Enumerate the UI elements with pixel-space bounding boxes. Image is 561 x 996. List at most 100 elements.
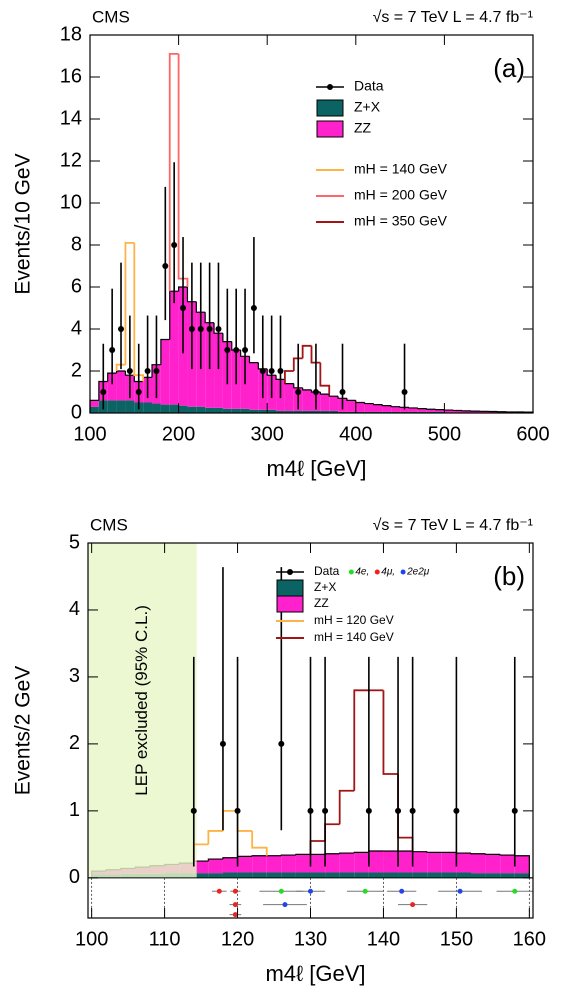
stack-bar bbox=[456, 853, 471, 873]
data-point bbox=[190, 807, 197, 814]
data-point bbox=[144, 368, 151, 374]
stack-bar bbox=[160, 404, 170, 413]
stack-outline bbox=[381, 404, 392, 407]
x-tick-label: 600 bbox=[516, 423, 549, 445]
x-tick-label: 110 bbox=[149, 928, 181, 950]
stack-bar bbox=[339, 872, 355, 878]
stack-bar bbox=[249, 409, 259, 413]
event-point bbox=[232, 912, 238, 918]
stack-bar bbox=[354, 852, 369, 873]
signal-line bbox=[310, 345, 321, 364]
data-point bbox=[162, 263, 169, 269]
panel-label: (b) bbox=[493, 561, 525, 591]
stack-bar bbox=[90, 406, 99, 413]
stack-bar bbox=[383, 851, 399, 873]
stack-bar bbox=[249, 362, 259, 410]
data-point bbox=[511, 807, 518, 814]
panel: CMS √s = 7 TeV L = 4.7 fb⁻¹ m4ℓ [GeV] Event… bbox=[12, 515, 546, 985]
stack-outline bbox=[499, 854, 515, 856]
panel: CMS √s = 7 TeV L = 4.7 fb⁻¹ m4ℓ [GeV] Event… bbox=[12, 7, 550, 480]
signal-line bbox=[382, 690, 399, 775]
stack-outline bbox=[207, 858, 223, 862]
stack-bar bbox=[267, 409, 277, 413]
y-axis-label: Events/10 GeV bbox=[12, 153, 35, 294]
y-tick-label: 1 bbox=[69, 799, 80, 821]
legend-swatch bbox=[316, 99, 344, 117]
y-axis-label: Events/2 GeV bbox=[12, 666, 35, 796]
stack-bar bbox=[266, 855, 282, 873]
stack-bar bbox=[427, 872, 442, 878]
stack-outline bbox=[364, 402, 374, 405]
data-point bbox=[171, 242, 178, 248]
stack-bar bbox=[479, 411, 489, 413]
stack-bar bbox=[408, 407, 418, 412]
data-point bbox=[259, 368, 266, 374]
stack-bar bbox=[470, 853, 486, 874]
data-point bbox=[100, 389, 107, 395]
stack-outline bbox=[399, 406, 409, 408]
x-tick-label: 140 bbox=[367, 928, 400, 950]
stack-bar bbox=[417, 408, 427, 412]
stack-outline bbox=[328, 394, 339, 397]
stack-outline bbox=[319, 392, 330, 395]
stack-bar bbox=[462, 410, 471, 413]
stack-bar bbox=[346, 400, 356, 412]
y-tick-label: 2 bbox=[71, 359, 82, 381]
stack-bar bbox=[311, 410, 321, 413]
stack-outline bbox=[222, 857, 238, 860]
legend-swatch bbox=[316, 120, 344, 138]
stack-bar bbox=[441, 852, 457, 873]
stack-bar bbox=[258, 409, 268, 413]
data-point bbox=[295, 389, 302, 395]
stack-bar bbox=[383, 872, 399, 878]
stack-bar bbox=[373, 404, 383, 412]
stack-outline bbox=[107, 372, 117, 382]
data-point bbox=[339, 389, 346, 395]
stack-bar bbox=[237, 872, 253, 878]
stack-bar bbox=[281, 872, 296, 878]
y-tick-label: 6 bbox=[71, 275, 82, 297]
stack-bar bbox=[398, 851, 413, 873]
stack-bar bbox=[169, 404, 179, 413]
x-axis-label: m4ℓ [GeV] bbox=[266, 456, 366, 481]
signal-line bbox=[353, 689, 369, 791]
legend-label: Data bbox=[354, 78, 384, 94]
data-point bbox=[188, 326, 195, 332]
stack-bar bbox=[90, 400, 99, 407]
stack-bar bbox=[339, 853, 355, 873]
stack-bar bbox=[400, 407, 409, 412]
legend-label: ZZ bbox=[314, 596, 329, 610]
event-point bbox=[362, 888, 368, 894]
data-point bbox=[409, 807, 416, 814]
stack-bar bbox=[325, 853, 340, 873]
stack-bar bbox=[382, 405, 392, 412]
signal-line bbox=[251, 830, 268, 856]
event-point bbox=[457, 888, 463, 894]
data-point bbox=[277, 368, 284, 374]
stack-outline bbox=[133, 375, 144, 383]
signal-line bbox=[292, 357, 303, 371]
legend-flavor-label: 4e, bbox=[355, 567, 369, 578]
stack-bar bbox=[266, 872, 282, 878]
excluded-label: LEP excluded (95% C.L.) bbox=[132, 605, 151, 796]
stack-bar bbox=[284, 383, 294, 411]
data-point bbox=[365, 807, 372, 814]
experiment-label: CMS bbox=[92, 7, 130, 26]
stack-outline bbox=[222, 333, 232, 343]
stack-bar bbox=[435, 409, 445, 412]
signal-line bbox=[207, 830, 223, 845]
conditions-label: √s = 7 TeV L = 4.7 fb⁻¹ bbox=[373, 517, 533, 534]
signal-line bbox=[124, 242, 135, 365]
data-point bbox=[250, 305, 257, 311]
stack-bar bbox=[368, 851, 384, 873]
stack-outline bbox=[240, 350, 250, 357]
stack-outline bbox=[426, 851, 442, 853]
stack-bar bbox=[160, 339, 170, 405]
stack-bar bbox=[143, 402, 153, 413]
data-point bbox=[453, 807, 460, 814]
stack-bar bbox=[293, 410, 303, 413]
x-tick-label: 500 bbox=[428, 423, 461, 445]
y-tick-label: 3 bbox=[69, 665, 80, 687]
legend-label: mH = 120 GeV bbox=[314, 613, 394, 627]
